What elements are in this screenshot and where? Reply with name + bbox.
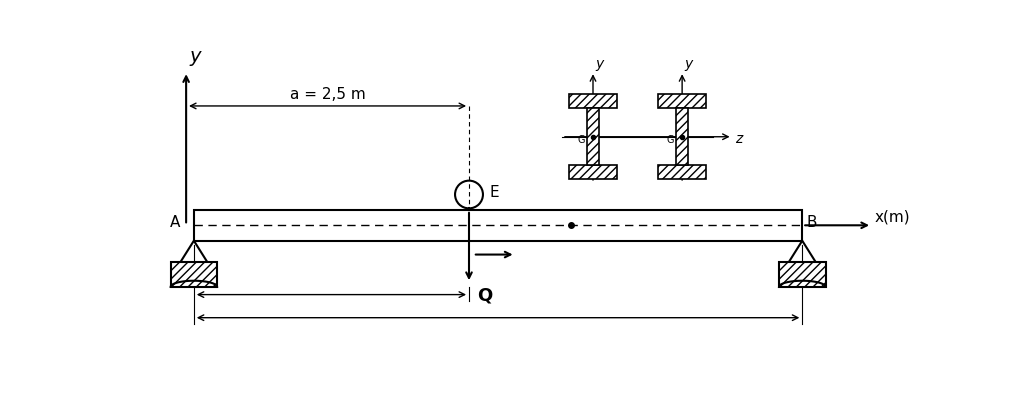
Text: a = 2,5 m: a = 2,5 m bbox=[290, 87, 366, 102]
Bar bbox=[171, 263, 217, 287]
Text: G: G bbox=[578, 135, 586, 145]
Text: x(m): x(m) bbox=[874, 209, 910, 224]
Bar bbox=[569, 95, 617, 109]
Bar bbox=[676, 109, 688, 166]
Text: y: y bbox=[189, 47, 201, 66]
Text: E: E bbox=[489, 184, 499, 200]
Bar bbox=[779, 263, 825, 287]
Text: y: y bbox=[684, 56, 692, 71]
Bar bbox=[587, 109, 599, 166]
Text: y: y bbox=[595, 56, 603, 71]
Text: B: B bbox=[806, 214, 816, 229]
Bar bbox=[194, 210, 802, 241]
Text: A: A bbox=[170, 214, 180, 229]
Text: Q: Q bbox=[477, 285, 492, 303]
Bar bbox=[658, 166, 707, 180]
Text: G: G bbox=[667, 135, 675, 145]
Text: z: z bbox=[735, 132, 742, 146]
Bar bbox=[658, 95, 707, 109]
Bar bbox=[569, 166, 617, 180]
